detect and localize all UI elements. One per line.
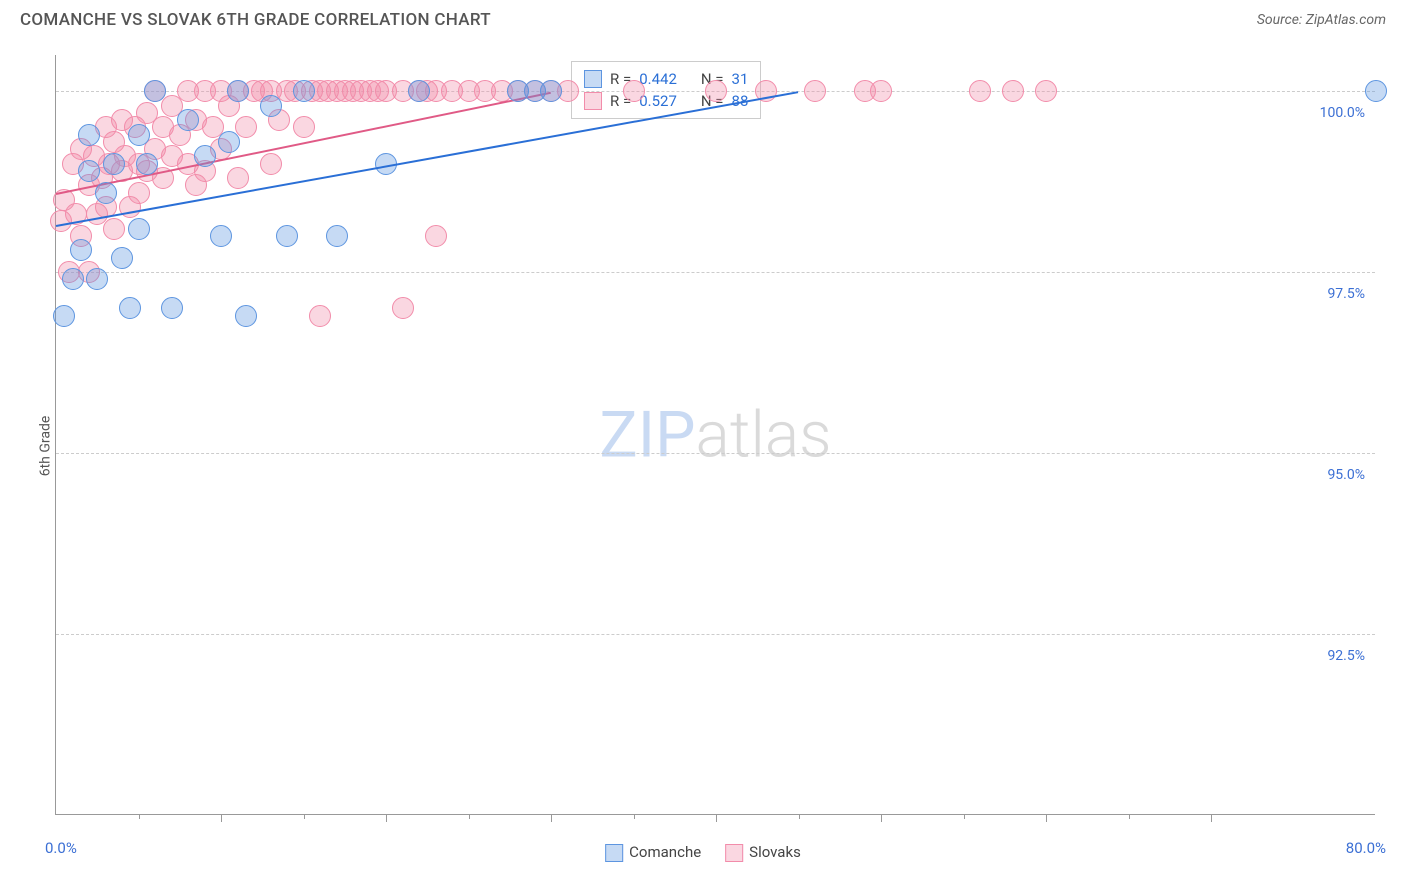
point-comanche — [78, 160, 100, 182]
swatch-slovaks — [584, 92, 602, 110]
y-tick-label: 97.5% — [1327, 286, 1365, 302]
legend-swatch-slovaks — [725, 844, 743, 862]
x-tick-minor — [469, 814, 470, 819]
point-slovaks — [260, 153, 282, 175]
x-tick — [716, 814, 717, 822]
point-comanche — [161, 297, 183, 319]
gridline-h — [56, 634, 1375, 635]
x-tick — [881, 814, 882, 822]
point-comanche — [260, 95, 282, 117]
point-slovaks — [128, 182, 150, 204]
point-comanche — [62, 268, 84, 290]
point-slovaks — [1035, 80, 1057, 102]
point-comanche — [177, 109, 199, 131]
point-slovaks — [293, 116, 315, 138]
legend-label-comanche: Comanche — [629, 843, 701, 861]
point-comanche — [70, 239, 92, 261]
point-comanche — [111, 247, 133, 269]
point-comanche — [136, 153, 158, 175]
r-value-comanche: 0.442 — [639, 70, 677, 88]
point-comanche — [293, 80, 315, 102]
point-comanche — [227, 80, 249, 102]
point-comanche — [53, 305, 75, 327]
x-tick — [1046, 814, 1047, 822]
x-axis-max-label: 80.0% — [1346, 839, 1386, 857]
x-tick-minor — [1129, 814, 1130, 819]
x-tick — [1211, 814, 1212, 822]
point-comanche — [218, 131, 240, 153]
y-tick-label: 100.0% — [1320, 105, 1365, 121]
point-comanche — [103, 153, 125, 175]
y-tick-label: 95.0% — [1327, 467, 1365, 483]
point-comanche — [326, 225, 348, 247]
point-comanche — [194, 145, 216, 167]
chart-title: COMANCHE VS SLOVAK 6TH GRADE CORRELATION… — [20, 10, 491, 30]
r-value-slovaks: 0.527 — [639, 92, 677, 110]
point-slovaks — [392, 297, 414, 319]
x-tick-minor — [964, 814, 965, 819]
point-slovaks — [804, 80, 826, 102]
source-label: Source: ZipAtlas.com — [1257, 12, 1386, 28]
point-slovaks — [103, 218, 125, 240]
y-tick-label: 92.5% — [1327, 648, 1365, 664]
point-comanche — [408, 80, 430, 102]
point-comanche — [128, 218, 150, 240]
point-slovaks — [705, 80, 727, 102]
x-tick — [551, 814, 552, 822]
n-value-comanche: 31 — [732, 70, 749, 88]
chart-header: COMANCHE VS SLOVAK 6TH GRADE CORRELATION… — [0, 0, 1406, 30]
legend-item-slovaks: Slovaks — [725, 843, 801, 862]
point-slovaks — [1002, 80, 1024, 102]
point-slovaks — [870, 80, 892, 102]
gridline-h — [56, 272, 1375, 273]
x-tick — [221, 814, 222, 822]
point-slovaks — [969, 80, 991, 102]
legend-item-comanche: Comanche — [605, 843, 701, 862]
correlation-stats-box: R = 0.442 N = 31 R = 0.527 N = 88 — [571, 61, 761, 119]
watermark-atlas: atlas — [696, 397, 832, 472]
source-prefix: Source: — [1257, 12, 1306, 28]
x-tick-minor — [139, 814, 140, 819]
point-comanche — [210, 225, 232, 247]
swatch-comanche — [584, 70, 602, 88]
point-comanche — [128, 124, 150, 146]
point-slovaks — [309, 305, 331, 327]
legend-swatch-comanche — [605, 844, 623, 862]
y-axis-label: 6th Grade — [37, 416, 53, 477]
x-tick-minor — [304, 814, 305, 819]
point-comanche — [235, 305, 257, 327]
source-name: ZipAtlas.com — [1306, 12, 1386, 28]
point-comanche — [276, 225, 298, 247]
x-tick — [386, 814, 387, 822]
point-comanche — [144, 80, 166, 102]
legend-label-slovaks: Slovaks — [749, 843, 801, 861]
point-comanche — [1365, 80, 1387, 102]
bottom-legend: Comanche Slovaks — [605, 843, 801, 862]
x-tick-minor — [634, 814, 635, 819]
point-slovaks — [425, 225, 447, 247]
point-slovaks — [623, 80, 645, 102]
point-comanche — [86, 268, 108, 290]
watermark-zip: ZIP — [599, 397, 695, 472]
chart-plot-area: ZIPatlas R = 0.442 N = 31 R = 0.527 N = … — [55, 55, 1375, 815]
x-tick-minor — [799, 814, 800, 819]
point-slovaks — [227, 167, 249, 189]
point-comanche — [78, 124, 100, 146]
trendline-slovaks — [56, 91, 551, 194]
gridline-h — [56, 453, 1375, 454]
point-comanche — [119, 297, 141, 319]
x-axis-min-label: 0.0% — [45, 839, 77, 857]
point-comanche — [95, 182, 117, 204]
watermark: ZIPatlas — [599, 397, 831, 472]
point-comanche — [540, 80, 562, 102]
